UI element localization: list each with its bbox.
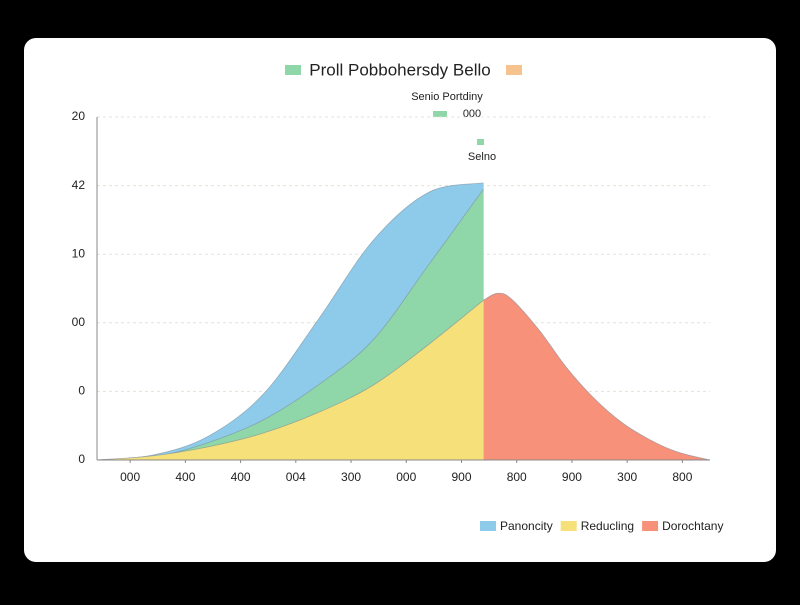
y-tick-label: 00 bbox=[72, 315, 86, 329]
area-line bbox=[96, 299, 484, 461]
area bbox=[97, 300, 484, 460]
annotation-marker bbox=[433, 111, 447, 117]
annotation: Selno bbox=[468, 151, 496, 163]
x-tick-label: 900 bbox=[562, 470, 582, 484]
chart-title: Proll Pobbohersdy Bello bbox=[309, 60, 490, 79]
x-tick-label: 300 bbox=[341, 470, 361, 484]
title-marker bbox=[506, 65, 522, 75]
y-tick-label: 42 bbox=[72, 178, 86, 192]
area bbox=[483, 293, 710, 460]
legend-marker bbox=[642, 521, 659, 531]
x-tick-label: 300 bbox=[617, 470, 637, 484]
x-tick-label: 400 bbox=[231, 470, 251, 484]
legend-marker bbox=[480, 521, 496, 531]
x-tick-label: 000 bbox=[120, 470, 140, 484]
area-line bbox=[483, 292, 711, 461]
x-tick-label: 000 bbox=[396, 470, 416, 484]
legend-label: Panoncity bbox=[500, 519, 553, 533]
x-tick-label: 900 bbox=[451, 470, 471, 484]
y-tick-label: 0 bbox=[78, 384, 85, 398]
annotation-marker bbox=[477, 139, 484, 145]
x-tick-label: 800 bbox=[672, 470, 692, 484]
title-marker bbox=[285, 65, 301, 75]
y-tick-label: 10 bbox=[72, 246, 86, 260]
area-line bbox=[96, 182, 484, 461]
y-tick-label: 0 bbox=[78, 452, 85, 466]
x-tick-label: 400 bbox=[175, 470, 195, 484]
legend-marker bbox=[560, 521, 577, 531]
y-tick-label: 20 bbox=[72, 109, 86, 123]
annotation: 000 bbox=[463, 108, 481, 120]
x-tick-label: 800 bbox=[507, 470, 527, 484]
legend-label: Reducling bbox=[581, 519, 634, 533]
x-tick-label: 004 bbox=[286, 470, 306, 484]
annotation: Senio Portdiny bbox=[411, 91, 483, 103]
legend-label: Dorochtany bbox=[662, 519, 723, 533]
